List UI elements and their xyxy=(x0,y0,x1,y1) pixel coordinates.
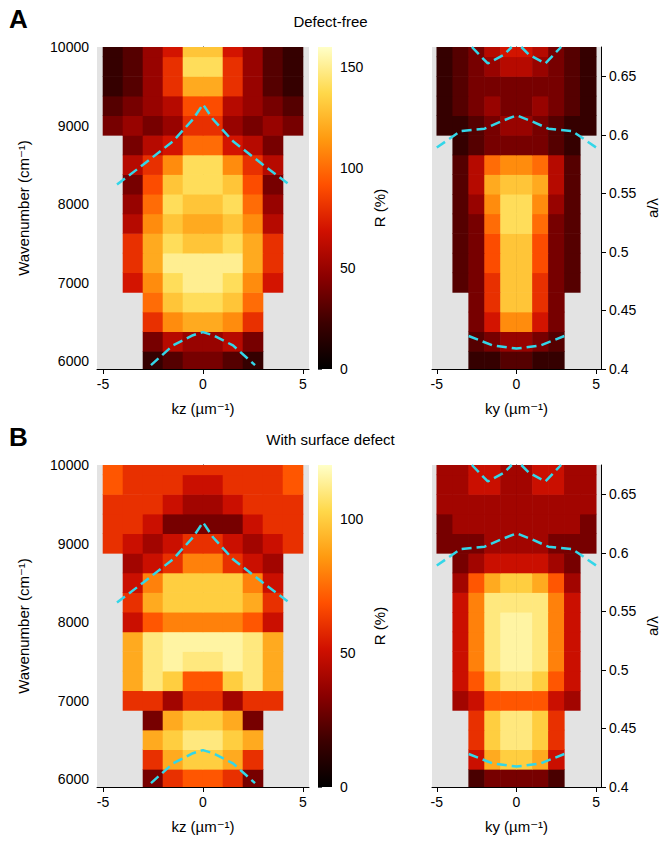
svg-text:0: 0 xyxy=(199,376,207,392)
svg-text:0: 0 xyxy=(513,794,521,810)
svg-text:0.55: 0.55 xyxy=(609,185,636,201)
svg-text:Wavenumber (cm⁻¹): Wavenumber (cm⁻¹) xyxy=(15,558,32,694)
svg-text:5: 5 xyxy=(299,794,307,810)
svg-text:0: 0 xyxy=(513,376,521,392)
svg-text:R (%): R (%) xyxy=(371,189,388,227)
svg-text:0: 0 xyxy=(199,794,207,810)
svg-text:0.6: 0.6 xyxy=(609,127,629,143)
svg-text:0.4: 0.4 xyxy=(609,361,629,377)
svg-text:9000: 9000 xyxy=(58,536,89,552)
svg-text:0.65: 0.65 xyxy=(609,68,636,84)
svg-text:0.45: 0.45 xyxy=(609,302,636,318)
svg-text:8000: 8000 xyxy=(58,614,89,630)
svg-text:B: B xyxy=(9,422,28,452)
svg-text:50: 50 xyxy=(340,645,356,661)
svg-text:-5: -5 xyxy=(97,376,110,392)
svg-text:-5: -5 xyxy=(431,376,444,392)
svg-text:Defect-free: Defect-free xyxy=(293,13,367,30)
svg-text:ky (µm⁻¹): ky (µm⁻¹) xyxy=(485,400,548,417)
svg-text:0.45: 0.45 xyxy=(609,720,636,736)
svg-text:0.5: 0.5 xyxy=(609,244,629,260)
svg-text:6000: 6000 xyxy=(58,353,89,369)
svg-text:ky (µm⁻¹): ky (µm⁻¹) xyxy=(485,818,548,835)
svg-text:kz (µm⁻¹): kz (µm⁻¹) xyxy=(171,400,234,417)
svg-text:100: 100 xyxy=(340,511,364,527)
svg-text:0: 0 xyxy=(340,361,348,377)
svg-text:7000: 7000 xyxy=(58,693,89,709)
svg-text:7000: 7000 xyxy=(58,275,89,291)
svg-text:8000: 8000 xyxy=(58,196,89,212)
svg-text:100: 100 xyxy=(340,160,364,176)
svg-text:a/λ: a/λ xyxy=(644,197,661,218)
svg-text:Wavenumber (cm⁻¹): Wavenumber (cm⁻¹) xyxy=(15,140,32,276)
svg-text:a/λ: a/λ xyxy=(644,615,661,636)
svg-text:-5: -5 xyxy=(97,794,110,810)
svg-text:With surface defect: With surface defect xyxy=(266,431,395,448)
svg-text:R (%): R (%) xyxy=(371,607,388,645)
svg-text:0.55: 0.55 xyxy=(609,603,636,619)
svg-text:5: 5 xyxy=(299,376,307,392)
svg-text:10000: 10000 xyxy=(50,39,89,55)
svg-text:6000: 6000 xyxy=(58,771,89,787)
svg-text:10000: 10000 xyxy=(50,457,89,473)
svg-text:0: 0 xyxy=(340,779,348,795)
svg-text:kz (µm⁻¹): kz (µm⁻¹) xyxy=(171,818,234,835)
svg-text:0.6: 0.6 xyxy=(609,545,629,561)
svg-text:0.4: 0.4 xyxy=(609,779,629,795)
svg-text:150: 150 xyxy=(340,59,364,75)
svg-text:0.65: 0.65 xyxy=(609,486,636,502)
svg-text:A: A xyxy=(9,4,28,34)
svg-text:9000: 9000 xyxy=(58,118,89,134)
svg-text:0.5: 0.5 xyxy=(609,662,629,678)
svg-text:-5: -5 xyxy=(431,794,444,810)
svg-text:5: 5 xyxy=(592,376,600,392)
svg-text:5: 5 xyxy=(592,794,600,810)
svg-text:50: 50 xyxy=(340,260,356,276)
